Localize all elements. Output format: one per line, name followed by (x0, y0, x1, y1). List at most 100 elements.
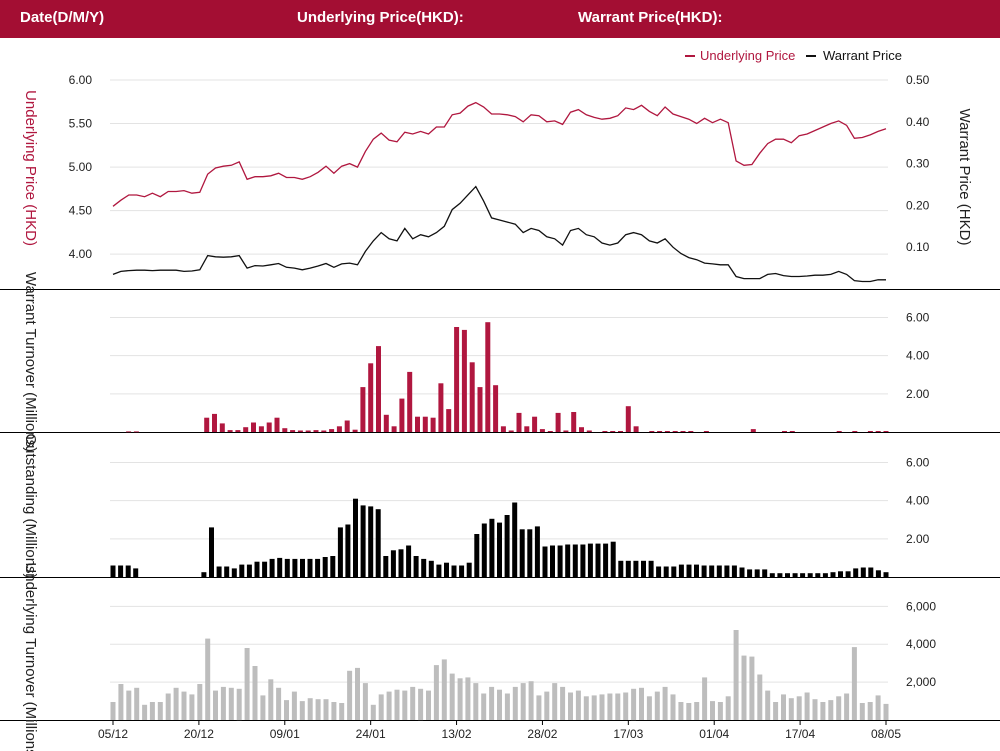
legend-warrant-label: Warrant Price (823, 48, 902, 63)
warrant-turnover-bar (649, 431, 655, 432)
outstanding-bar (587, 543, 593, 577)
warrant-turnover-bar (555, 412, 561, 432)
outstanding-bar (580, 544, 586, 577)
underlying-turnover-bar (142, 704, 148, 720)
outstanding-bar (201, 572, 207, 577)
outstanding-bar (845, 571, 851, 577)
underlying-turnover-bar (370, 704, 376, 720)
underlying-price-tick: 6.00 (69, 73, 93, 87)
outstanding-bar (390, 550, 396, 577)
outstanding-bar (421, 558, 427, 577)
underlying-turnover-bar (291, 691, 297, 720)
warrant-turnover-bar (547, 431, 553, 432)
underlying-turnover-bar (544, 691, 550, 720)
warrant-turnover-bar (563, 430, 569, 432)
outstanding-bar (406, 545, 412, 577)
underlying-turnover-bar (710, 701, 715, 720)
underlying-turnover-bar (820, 702, 826, 720)
underlying-price-tick: 5.50 (69, 117, 93, 131)
outstanding-bar (125, 565, 131, 577)
outstanding-bar (739, 567, 745, 577)
underlying-turnover-bar (686, 703, 692, 720)
underlying-turnover-bar (875, 695, 881, 720)
outstanding-bar (686, 564, 692, 577)
outstanding-bar (360, 505, 366, 577)
warrant-turnover-bar (672, 431, 678, 432)
underlying-turnover-bar (157, 702, 163, 720)
warrant-turnover-bar (336, 426, 342, 432)
underlying-turnover-bar (520, 683, 526, 720)
warrant-turnover-bar (571, 412, 577, 432)
warrant-turnover-panel: 6.00 4.00 2.00 Warrant Turnover (Millions) (22, 272, 930, 452)
outstanding-bar (762, 569, 768, 577)
outstanding-tick: 2.00 (906, 532, 930, 546)
outstanding-bar (815, 573, 821, 577)
warrant-turnover-bar (305, 430, 311, 432)
outstanding-bar (368, 506, 374, 577)
underlying-turnover-bar (828, 700, 834, 720)
warrant-price-tick: 0.40 (906, 115, 930, 129)
underlying-turnover-bar (575, 690, 581, 720)
underlying-turnover-panel: 6,000 4,000 2,000 Underlying Turnover (Mil… (22, 562, 936, 751)
warrant-turnover-bar (407, 371, 413, 432)
outstanding-bar (231, 568, 237, 577)
outstanding-bar (353, 498, 358, 577)
warrant-turnover-bar (274, 417, 280, 432)
underlying-turnover-bar (189, 694, 195, 720)
warrant-turnover-bar (352, 429, 358, 432)
underlying-turnover-bar (568, 692, 573, 720)
outstanding-bar (216, 566, 222, 577)
outstanding-bar (383, 556, 389, 577)
outstanding-bar (633, 560, 639, 577)
x-tick-label: 09/01 (270, 727, 300, 741)
underlying-turnover-bar (536, 695, 542, 720)
warrant-turnover-bar (399, 398, 405, 432)
underlying-turnover-bar (355, 667, 360, 720)
outstanding-bar (716, 565, 722, 577)
warrant-turnover-bar (508, 430, 514, 432)
outstanding-bar (671, 566, 677, 577)
outstanding-bar (481, 523, 487, 577)
underlying-turnover-bar (126, 690, 132, 720)
x-tick-label: 13/02 (442, 727, 472, 741)
outstanding-bar (663, 566, 669, 577)
underlying-price-line (112, 101, 887, 207)
warrant-turnover-axis-label: Warrant Turnover (Millions) (22, 272, 39, 452)
x-tick-label: 28/02 (527, 727, 557, 741)
warrant-turnover-bar (477, 387, 483, 432)
warrant-turnover-bar (789, 431, 795, 432)
outstanding-bar (512, 502, 518, 577)
underlying-turnover-bar (796, 696, 802, 720)
warrant-turnover-bar (680, 431, 686, 432)
header-bar: Date(D/M/Y) Underlying Price(HKD): Warra… (0, 0, 1000, 38)
warrant-price-axis-label: Warrant Price (HKD) (956, 109, 973, 246)
underlying-turnover-bar (599, 694, 605, 720)
outstanding-bar (504, 515, 510, 577)
warrant-turnover-bar (297, 430, 303, 432)
warrant-turnover-bar (258, 426, 264, 432)
warrant-turnover-bar (313, 430, 319, 432)
underlying-price-axis-label: Underlying Price (HKD) (22, 90, 39, 246)
warrant-turnover-bar (430, 417, 436, 432)
warrant-turnover-bar (657, 431, 663, 432)
legend-underlying-label: Underlying Price (700, 48, 795, 63)
warrant-turnover-bar (625, 406, 631, 432)
outstanding-bar (595, 543, 601, 577)
outstanding-bar (466, 562, 472, 577)
outstanding-bar (603, 543, 609, 577)
warrant-turnover-bar (524, 426, 530, 432)
underlying-turnover-bar (299, 701, 305, 720)
warrant-turnover-bar (290, 430, 296, 432)
outstanding-bar (322, 557, 328, 577)
underlying-turnover-bar (465, 677, 471, 720)
warrant-turnover-tick: 2.00 (906, 387, 930, 401)
x-tick-label: 01/04 (699, 727, 729, 741)
underlying-turnover-bar (457, 678, 463, 720)
underlying-turnover-bar (781, 694, 786, 720)
warrant-turnover-bar (750, 429, 756, 432)
warrant-turnover-bar (867, 431, 873, 432)
outstanding-bar (110, 565, 116, 577)
warrant-turnover-bar (633, 426, 639, 432)
underlying-price-tick: 5.00 (69, 160, 93, 174)
warrant-turnover-bar (360, 387, 366, 432)
